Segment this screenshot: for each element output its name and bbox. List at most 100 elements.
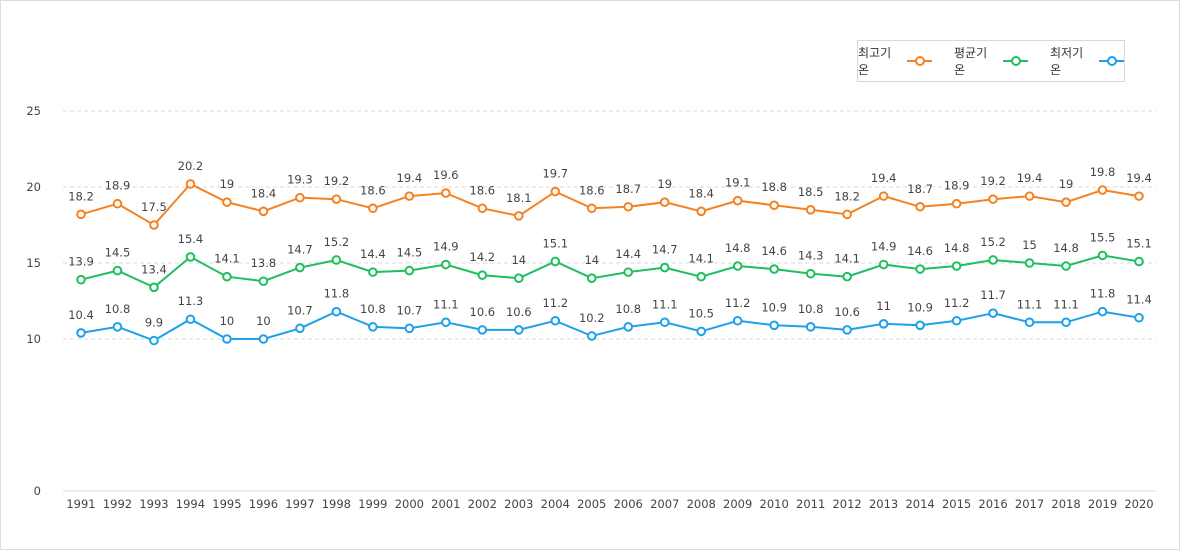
data-point[interactable] (112, 198, 123, 209)
data-point[interactable] (185, 252, 196, 262)
data-point[interactable] (586, 273, 597, 284)
legend-label: 최고기온 (858, 46, 892, 77)
data-point[interactable] (951, 315, 962, 326)
data-point[interactable] (696, 326, 707, 337)
data-label: 15.1 (542, 236, 568, 250)
data-point[interactable] (76, 274, 86, 285)
data-point[interactable] (842, 271, 852, 282)
data-point[interactable] (404, 265, 415, 276)
data-point[interactable] (1134, 312, 1144, 323)
data-point[interactable] (222, 271, 232, 282)
data-point[interactable] (1097, 306, 1108, 317)
data-point[interactable] (404, 191, 415, 201)
data-point[interactable] (988, 194, 998, 204)
data-point[interactable] (732, 261, 743, 271)
data-point[interactable] (258, 276, 269, 287)
data-point[interactable] (513, 211, 524, 221)
data-point[interactable] (1134, 191, 1144, 201)
data-point[interactable] (477, 270, 488, 280)
data-point[interactable] (842, 325, 852, 335)
data-point[interactable] (222, 197, 232, 207)
data-point[interactable] (331, 306, 342, 317)
data-point[interactable] (513, 273, 524, 284)
data-label: 10.8 (615, 302, 641, 316)
data-point[interactable] (331, 255, 342, 265)
data-point[interactable] (769, 264, 779, 274)
data-point[interactable] (769, 320, 779, 331)
data-label: 11.1 (433, 297, 459, 311)
data-point[interactable] (331, 194, 342, 204)
data-point[interactable] (477, 203, 488, 214)
data-point[interactable] (513, 325, 524, 335)
data-point[interactable] (258, 334, 269, 344)
data-point[interactable] (1024, 317, 1035, 328)
data-point[interactable] (878, 259, 889, 270)
data-label: 14.9 (871, 240, 897, 254)
data-point[interactable] (915, 264, 925, 274)
data-point[interactable] (149, 282, 159, 293)
data-point[interactable] (404, 323, 415, 334)
data-point[interactable] (76, 209, 86, 220)
data-point[interactable] (988, 308, 998, 318)
data-point[interactable] (623, 267, 634, 277)
data-point[interactable] (185, 179, 196, 189)
data-point[interactable] (659, 317, 670, 328)
data-point[interactable] (1097, 250, 1108, 261)
data-point[interactable] (805, 205, 816, 215)
data-label: 18.4 (688, 186, 714, 200)
data-point[interactable] (915, 320, 925, 331)
data-label: 19.3 (287, 173, 313, 187)
data-point[interactable] (988, 255, 998, 265)
data-point[interactable] (696, 271, 707, 282)
data-point[interactable] (915, 201, 925, 212)
data-point[interactable] (805, 322, 816, 332)
data-point[interactable] (185, 314, 196, 325)
data-point[interactable] (586, 203, 597, 214)
data-point[interactable] (76, 328, 86, 338)
data-point[interactable] (1061, 197, 1071, 207)
data-point[interactable] (659, 262, 670, 273)
data-point[interactable] (295, 323, 305, 334)
data-point[interactable] (550, 315, 561, 326)
legend-item-min-temp[interactable]: 최저기온 (1050, 44, 1124, 78)
data-point[interactable] (368, 203, 378, 214)
data-point[interactable] (222, 334, 232, 344)
data-point[interactable] (441, 317, 451, 328)
data-point[interactable] (1024, 191, 1035, 201)
data-point[interactable] (951, 261, 962, 271)
data-point[interactable] (1061, 317, 1071, 328)
data-point[interactable] (732, 195, 743, 206)
legend-item-max-temp[interactable]: 최고기온 (858, 44, 932, 78)
data-point[interactable] (295, 192, 305, 203)
data-point[interactable] (1134, 256, 1144, 267)
data-point[interactable] (550, 256, 561, 267)
data-point[interactable] (295, 262, 305, 273)
data-point[interactable] (368, 267, 378, 277)
data-point[interactable] (441, 188, 451, 198)
data-point[interactable] (441, 259, 451, 270)
data-point[interactable] (477, 325, 488, 335)
data-point[interactable] (878, 191, 889, 201)
data-point[interactable] (586, 331, 597, 341)
data-point[interactable] (149, 335, 159, 346)
data-point[interactable] (258, 206, 269, 217)
data-point[interactable] (149, 220, 159, 230)
data-point[interactable] (112, 265, 123, 276)
data-point[interactable] (368, 322, 378, 332)
data-point[interactable] (732, 315, 743, 326)
data-point[interactable] (1061, 261, 1071, 271)
data-point[interactable] (951, 198, 962, 209)
data-point[interactable] (696, 206, 707, 217)
data-point[interactable] (623, 201, 634, 212)
data-point[interactable] (1097, 185, 1108, 195)
data-point[interactable] (623, 322, 634, 332)
data-point[interactable] (112, 322, 123, 332)
data-point[interactable] (550, 186, 561, 197)
legend-item-avg-temp[interactable]: 평균기온 (954, 44, 1028, 78)
data-point[interactable] (805, 268, 816, 279)
data-point[interactable] (769, 200, 779, 211)
data-point[interactable] (1024, 258, 1035, 268)
data-point[interactable] (842, 209, 852, 220)
data-point[interactable] (659, 197, 670, 207)
data-point[interactable] (878, 319, 889, 329)
